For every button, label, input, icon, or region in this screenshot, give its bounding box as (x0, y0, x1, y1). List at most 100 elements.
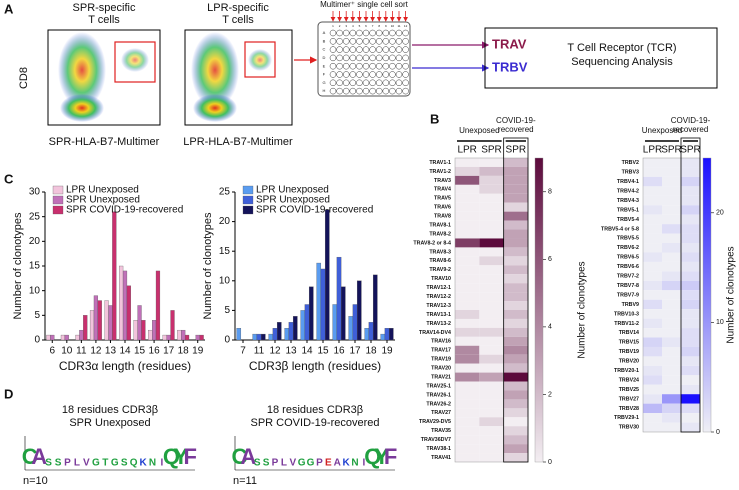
heat-cell (643, 205, 662, 215)
logo-letter: G (298, 458, 306, 469)
well (356, 54, 363, 62)
row-label: TRAV12-3 (426, 303, 451, 309)
row-label: TRAV9-2 (429, 267, 451, 273)
well (342, 29, 350, 37)
well (369, 71, 376, 78)
well (349, 87, 357, 95)
well (362, 87, 370, 95)
x-tick-label: 18 (178, 346, 190, 357)
x-tick-label: 13 (285, 346, 297, 357)
heat-cell (662, 365, 681, 376)
heat-cell (455, 372, 480, 382)
bar (364, 328, 370, 341)
bar (332, 304, 338, 341)
well (349, 54, 357, 62)
heat-cell (479, 336, 504, 346)
logo-letter: S (263, 458, 270, 469)
plot-title: SPR-specific (73, 2, 136, 14)
heat-cell (503, 292, 528, 302)
x-tick-label: 17 (163, 346, 175, 357)
heat-cell (455, 175, 480, 185)
well (342, 38, 350, 45)
plate-column: 12 (404, 24, 408, 28)
well (375, 29, 383, 37)
logo-letter: Y (173, 444, 188, 469)
heat-cell (455, 354, 480, 364)
heat-cell (503, 283, 528, 293)
legend-label: LPR Unexposed (66, 185, 139, 196)
row-label: TRBV6-6 (617, 264, 639, 270)
heat-cell (681, 403, 700, 414)
heat-cell (643, 176, 662, 187)
logo-letter: V (83, 458, 90, 469)
bar (50, 334, 55, 341)
heat-cell (662, 186, 681, 196)
logo-letter: G (307, 458, 315, 469)
analysis-label: Sequencing Analysis (571, 56, 673, 68)
plot-title: T cells (88, 14, 120, 26)
row-label: TRAV25-1 (426, 383, 451, 389)
well (356, 62, 363, 70)
row-label: TRBV15 (619, 340, 639, 346)
legend-swatch (242, 195, 254, 205)
bar (60, 334, 66, 341)
well (369, 29, 376, 37)
legend-label: SPR Unexposed (66, 195, 140, 206)
heat-cell (662, 375, 681, 385)
heat-cell (643, 413, 662, 423)
heat-cell (681, 176, 700, 187)
heat-cell (681, 261, 700, 272)
heat-cell (681, 328, 700, 338)
heat-cell (503, 301, 528, 310)
well (336, 62, 343, 70)
row-label: TRBV25 (619, 387, 639, 393)
group-label: recovered (498, 125, 534, 134)
legend-label: SPR COVID-19-recovered (256, 205, 373, 216)
legend-label: LPR Unexposed (256, 185, 329, 196)
logo-letter: F (384, 444, 397, 469)
x-tick-label: 7 (240, 346, 246, 357)
row-label: TRBV2 (622, 160, 639, 166)
well (375, 71, 383, 78)
legend-swatch (52, 205, 64, 215)
row-label: TRAV36DV7 (421, 437, 451, 443)
colorbar (534, 157, 544, 463)
well (329, 54, 337, 62)
panel-label: D (4, 386, 13, 401)
row-label: TRAV13-2 (426, 321, 451, 327)
heat-cell (479, 202, 504, 212)
column-label: SPR (661, 145, 682, 156)
heat-cell (503, 381, 528, 391)
row-label: TRAV3 (434, 178, 451, 184)
x-tick-label: 17 (349, 346, 361, 357)
well (362, 71, 370, 78)
well (369, 87, 376, 95)
heat-cell (455, 166, 480, 176)
heat-cell (662, 299, 681, 310)
bar (141, 320, 146, 341)
heat-cell (662, 346, 681, 357)
plate-column: 5 (359, 24, 361, 28)
heat-cell (503, 318, 528, 328)
group-frame (503, 137, 529, 463)
well (402, 46, 409, 53)
bar (284, 328, 290, 341)
well (375, 79, 383, 87)
y-tick-label: 30 (29, 187, 41, 198)
heat-cell (479, 158, 504, 167)
well (402, 71, 409, 78)
well (336, 29, 343, 37)
chain-label: TRBV (492, 59, 528, 74)
well (382, 62, 390, 70)
well (349, 38, 357, 45)
heat-cell (479, 318, 504, 328)
heat-cell (479, 354, 504, 364)
heat-cell (479, 256, 504, 266)
heat-cell (643, 309, 662, 319)
heat-cell (643, 290, 662, 300)
row-label: TRBV3 (622, 170, 639, 176)
heat-cell (503, 247, 528, 257)
heat-cell (503, 158, 528, 167)
logo-letter: A (31, 444, 47, 469)
